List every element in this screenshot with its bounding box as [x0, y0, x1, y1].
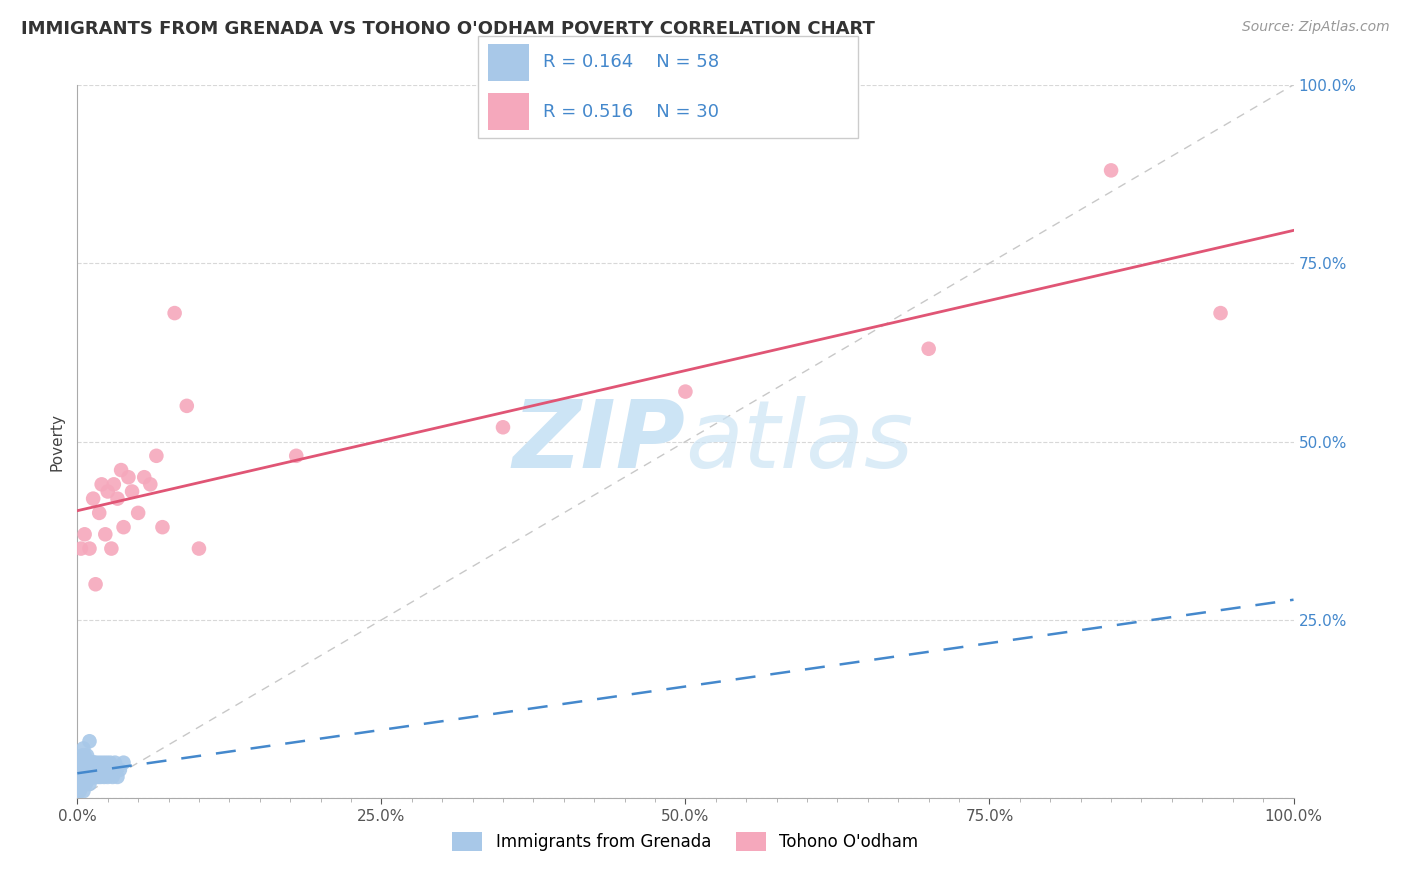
Point	[1209, 306, 1232, 320]
Point	[82, 756, 104, 770]
Point	[69, 784, 91, 798]
Point	[72, 770, 94, 784]
Point	[70, 777, 93, 791]
Point	[117, 470, 139, 484]
Point	[97, 484, 120, 499]
Point	[100, 763, 122, 777]
Point	[73, 763, 96, 777]
Point	[82, 770, 104, 784]
Point	[80, 770, 103, 784]
Point	[103, 763, 125, 777]
Point	[79, 734, 101, 748]
Y-axis label: Poverty: Poverty	[49, 412, 65, 471]
Point	[96, 756, 118, 770]
Point	[89, 770, 111, 784]
Point	[492, 420, 515, 434]
Point	[83, 770, 105, 784]
Point	[80, 756, 103, 770]
Point	[86, 763, 108, 777]
Point	[100, 541, 122, 556]
Point	[101, 770, 124, 784]
Point	[285, 449, 308, 463]
Point	[112, 520, 135, 534]
Point	[67, 784, 90, 798]
Point	[134, 470, 156, 484]
Point	[76, 763, 98, 777]
Point	[73, 777, 96, 791]
Point	[69, 770, 91, 784]
Point	[93, 770, 115, 784]
Point	[75, 770, 97, 784]
Point	[97, 763, 120, 777]
Point	[84, 770, 107, 784]
Point	[87, 770, 110, 784]
Point	[82, 491, 104, 506]
Point	[110, 463, 132, 477]
Point	[103, 477, 125, 491]
Point	[89, 756, 111, 770]
Text: atlas: atlas	[686, 396, 914, 487]
Point	[176, 399, 198, 413]
Point	[918, 342, 941, 356]
Point	[84, 577, 107, 591]
Point	[127, 506, 149, 520]
Point	[90, 477, 112, 491]
Point	[89, 506, 111, 520]
Point	[121, 484, 143, 499]
Point	[1099, 163, 1122, 178]
Point	[83, 756, 105, 770]
Point	[70, 763, 93, 777]
Point	[145, 449, 167, 463]
Point	[152, 520, 174, 534]
Text: ZIP: ZIP	[513, 395, 686, 488]
Point	[72, 741, 94, 756]
Text: R = 0.164    N = 58: R = 0.164 N = 58	[543, 54, 718, 71]
Point	[94, 527, 117, 541]
Point	[80, 770, 103, 784]
Bar	[488, 44, 529, 81]
Point	[76, 748, 98, 763]
Point	[105, 763, 128, 777]
Point	[84, 756, 107, 770]
Point	[73, 748, 96, 763]
Point	[675, 384, 697, 399]
Point	[139, 477, 162, 491]
Point	[70, 770, 93, 784]
Point	[70, 777, 93, 791]
Point	[163, 306, 186, 320]
Point	[108, 763, 131, 777]
Point	[70, 541, 93, 556]
Point	[75, 777, 97, 791]
Point	[91, 756, 114, 770]
Point	[79, 777, 101, 791]
Point	[67, 777, 90, 791]
Point	[107, 770, 129, 784]
Point	[72, 784, 94, 798]
Point	[90, 763, 112, 777]
Point	[98, 756, 121, 770]
Legend: Immigrants from Grenada, Tohono O'odham: Immigrants from Grenada, Tohono O'odham	[446, 825, 925, 858]
Point	[70, 756, 93, 770]
Point	[77, 770, 100, 784]
Point	[104, 756, 127, 770]
FancyBboxPatch shape	[478, 36, 858, 138]
Point	[188, 541, 211, 556]
Bar	[488, 93, 529, 130]
Text: Source: ZipAtlas.com: Source: ZipAtlas.com	[1241, 20, 1389, 34]
Text: IMMIGRANTS FROM GRENADA VS TOHONO O'ODHAM POVERTY CORRELATION CHART: IMMIGRANTS FROM GRENADA VS TOHONO O'ODHA…	[21, 20, 875, 37]
Point	[75, 756, 97, 770]
Point	[69, 763, 91, 777]
Point	[73, 527, 96, 541]
Text: R = 0.516    N = 30: R = 0.516 N = 30	[543, 103, 718, 120]
Point	[79, 541, 101, 556]
Point	[94, 763, 117, 777]
Point	[72, 756, 94, 770]
Point	[107, 491, 129, 506]
Point	[80, 756, 103, 770]
Point	[70, 748, 93, 763]
Point	[112, 756, 135, 770]
Point	[77, 756, 100, 770]
Point	[79, 763, 101, 777]
Point	[97, 770, 120, 784]
